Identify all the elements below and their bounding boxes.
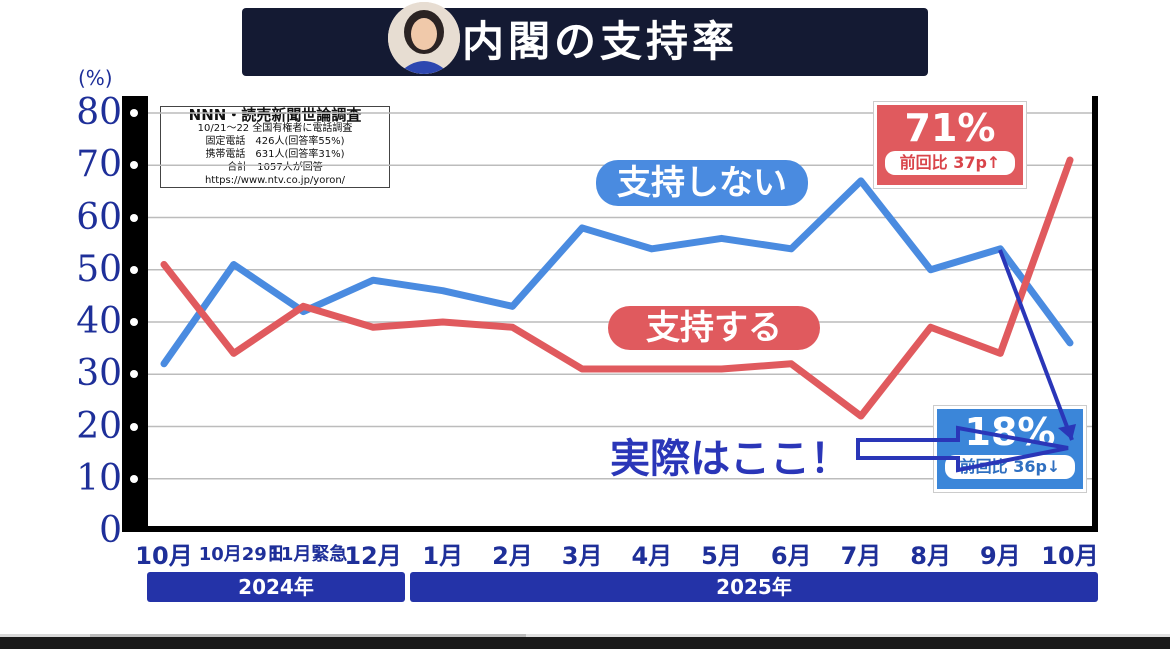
data-point (788, 360, 795, 367)
callout-value: 71% (904, 106, 996, 150)
data-point (439, 319, 446, 325)
x-tick-label: 7月 (840, 542, 882, 570)
y-tick-label: 80 (76, 92, 122, 133)
x-tick-label: 10月 (135, 542, 193, 570)
x-tick-label: 4月 (631, 542, 673, 570)
data-point (718, 235, 725, 242)
annotation-text: 実際はここ！ (610, 436, 850, 482)
data-point (509, 303, 516, 310)
y-tick-dot (130, 318, 138, 326)
y-tick-label: 40 (76, 301, 122, 342)
y-axis-unit: (%) (78, 66, 113, 90)
data-point (788, 245, 795, 252)
data-point (579, 366, 586, 373)
data-point (927, 266, 934, 273)
data-point (161, 360, 167, 367)
data-point (648, 366, 655, 373)
data-point (230, 261, 237, 268)
y-tick-dot (130, 265, 138, 274)
data-point (370, 277, 377, 284)
y-tick-label: 0 (99, 510, 122, 551)
source-line: https://www.ntv.co.jp/yoron/ (204, 175, 346, 186)
y-tick-label: 70 (76, 144, 122, 186)
annotation-hollow-arrow (856, 425, 1069, 473)
y-tick-label: 50 (76, 248, 122, 290)
x-tick-label: 6月 (770, 542, 812, 570)
x-tick-label: 8月 (910, 542, 951, 570)
bottom-strip (0, 634, 1170, 649)
callout-support-latest: 71% 前回比 37p↑ (873, 101, 1027, 189)
y-tick-dot (130, 161, 138, 170)
y-tick-dot (130, 213, 138, 222)
y-tick-dot (130, 370, 138, 379)
series-label-support: 支持する (608, 306, 820, 350)
source-line: 固定電話 426人(回答率55%) (205, 136, 345, 147)
source-line: 合計 1057人が回答 (227, 162, 323, 173)
data-point (718, 366, 725, 373)
source-box: NNN・読売新聞世論調査 10/21〜22 全国有権者に電話調査 固定電話 42… (160, 106, 390, 188)
y-tick-dot (130, 109, 138, 117)
y-tick-label: 30 (76, 353, 122, 395)
data-point (1067, 157, 1073, 164)
y-tick-dot (130, 474, 138, 483)
y-tick-label: 20 (76, 405, 122, 447)
year-bar-2025: 2025年 (410, 572, 1098, 602)
y-tick-label: 60 (76, 196, 122, 238)
page-title: 内閣の支持率 (462, 17, 739, 66)
year-bar-2024: 2024年 (147, 572, 405, 602)
data-point (1067, 339, 1073, 346)
x-tick-label: 1月 (422, 542, 464, 570)
data-point (439, 287, 446, 294)
x-tick-label: 12月 (344, 542, 402, 570)
x-tick-label: 11月緊急 (268, 544, 348, 565)
title-bar (242, 8, 928, 76)
data-point (230, 350, 237, 357)
x-tick-label: 3月 (561, 542, 603, 570)
data-point (161, 261, 167, 268)
series-label-nonsupport: 支持しない (596, 160, 808, 206)
x-tick-label: 10月 (1041, 542, 1099, 570)
data-point (997, 350, 1004, 357)
data-point (648, 245, 655, 252)
data-point (300, 303, 307, 310)
x-tick-label: 10月29日 (198, 544, 285, 565)
x-tick-label: 5月 (701, 542, 742, 570)
data-point (509, 324, 516, 331)
data-point (857, 177, 864, 184)
y-tick-dot (130, 422, 138, 431)
x-tick-label: 9月 (979, 542, 1021, 570)
avatar (388, 2, 460, 74)
data-point (927, 324, 934, 331)
annotation-diagonal-arrowhead (1058, 424, 1076, 440)
annotation-diagonal-arrow (998, 249, 1074, 441)
source-line: 10/21〜22 全国有権者に電話調査 (197, 123, 353, 134)
x-tick-label: 2月 (492, 542, 533, 570)
data-point (579, 224, 586, 231)
data-point (370, 324, 377, 331)
source-title: NNN・読売新聞世論調査 (188, 106, 362, 124)
callout-change: 前回比 37p↑ (885, 151, 1015, 175)
series-line-support (160, 156, 1074, 420)
data-point (857, 413, 864, 420)
y-tick-label: 10 (76, 457, 122, 499)
source-line: 携帯電話 631人(回答率31%) (205, 149, 345, 160)
